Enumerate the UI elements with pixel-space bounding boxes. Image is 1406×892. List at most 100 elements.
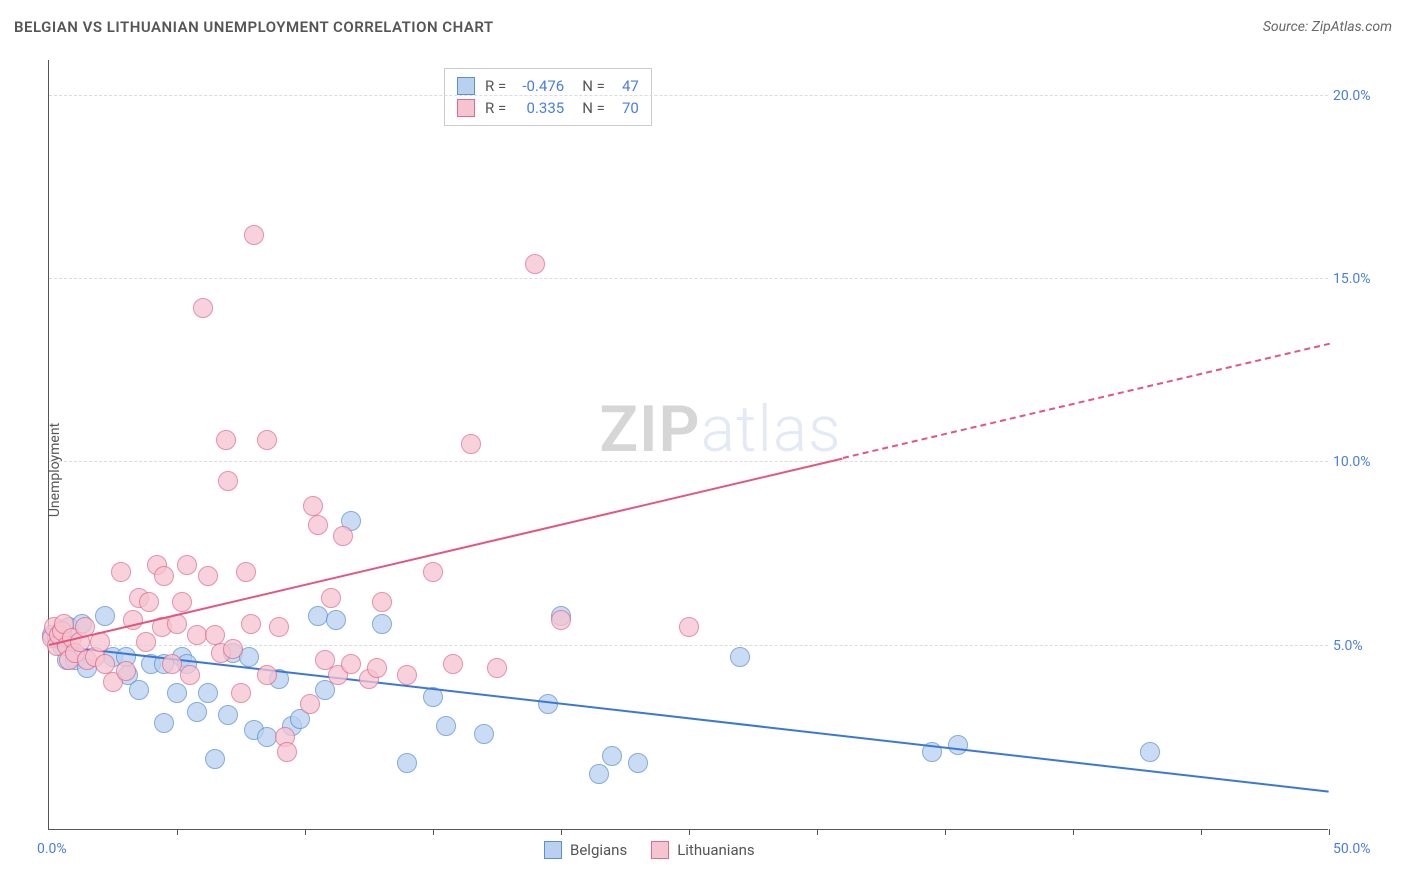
x-max-label: 50.0% bbox=[1333, 841, 1388, 857]
legend-label: Belgians bbox=[570, 841, 627, 859]
data-point bbox=[129, 680, 149, 700]
data-point bbox=[111, 562, 131, 582]
data-point bbox=[1140, 742, 1160, 762]
y-tick-label: 20.0% bbox=[1333, 88, 1388, 104]
y-tick-label: 5.0% bbox=[1333, 638, 1388, 654]
legend-item: Belgians bbox=[544, 841, 627, 859]
data-point bbox=[269, 617, 289, 637]
y-tick-label: 10.0% bbox=[1333, 454, 1388, 470]
legend-swatch bbox=[544, 841, 562, 859]
data-point bbox=[397, 753, 417, 773]
gridline bbox=[49, 95, 1328, 96]
data-point bbox=[187, 702, 207, 722]
data-point bbox=[628, 753, 648, 773]
x-tick bbox=[817, 829, 818, 835]
data-point bbox=[277, 742, 297, 762]
legend-swatch bbox=[457, 77, 475, 95]
stats-n-label: N = bbox=[582, 99, 605, 117]
data-point bbox=[300, 694, 320, 714]
x-tick bbox=[305, 829, 306, 835]
stats-legend-box: R = -0.476 N = 47 R = 0.335 N = 70 bbox=[444, 68, 652, 126]
legend-label: Lithuanians bbox=[677, 841, 754, 859]
trend-line bbox=[842, 343, 1329, 459]
data-point bbox=[308, 606, 328, 626]
stats-r-label: R = bbox=[485, 99, 506, 117]
x-tick bbox=[689, 829, 690, 835]
data-point bbox=[180, 665, 200, 685]
x-tick bbox=[1329, 829, 1330, 835]
x-tick bbox=[177, 829, 178, 835]
data-point bbox=[372, 614, 392, 634]
data-point bbox=[538, 694, 558, 714]
x-tick bbox=[1073, 829, 1074, 835]
data-point bbox=[308, 515, 328, 535]
data-point bbox=[257, 430, 277, 450]
data-point bbox=[551, 610, 571, 630]
legend-swatch bbox=[651, 841, 669, 859]
stats-row: R = 0.335 N = 70 bbox=[457, 97, 639, 119]
bottom-legend: Belgians Lithuanians bbox=[544, 841, 755, 859]
stats-r-label: R = bbox=[485, 77, 506, 95]
chart-container: Unemployment 0.0% 50.0% ZIPatlas R = -0.… bbox=[0, 48, 1406, 892]
data-point bbox=[95, 654, 115, 674]
data-point bbox=[461, 434, 481, 454]
data-point bbox=[205, 749, 225, 769]
chart-title: BELGIAN VS LITHUANIAN UNEMPLOYMENT CORRE… bbox=[14, 18, 494, 36]
data-point bbox=[95, 606, 115, 626]
data-point bbox=[193, 298, 213, 318]
x-tick bbox=[561, 829, 562, 835]
data-point bbox=[321, 588, 341, 608]
data-point bbox=[487, 658, 507, 678]
stats-n-value: 47 bbox=[615, 77, 639, 95]
watermark-zip: ZIP bbox=[599, 392, 700, 467]
data-point bbox=[326, 610, 346, 630]
data-point bbox=[162, 654, 182, 674]
stats-n-value: 70 bbox=[615, 99, 639, 117]
data-point bbox=[218, 705, 238, 725]
trend-line bbox=[49, 644, 1329, 793]
data-point bbox=[216, 430, 236, 450]
source-label: Source: ZipAtlas.com bbox=[1263, 19, 1392, 35]
data-point bbox=[257, 665, 277, 685]
data-point bbox=[525, 254, 545, 274]
gridline bbox=[49, 278, 1328, 279]
data-point bbox=[589, 764, 609, 784]
data-point bbox=[397, 665, 417, 685]
data-point bbox=[474, 724, 494, 744]
data-point bbox=[205, 625, 225, 645]
data-point bbox=[602, 746, 622, 766]
data-point bbox=[303, 496, 323, 516]
header: BELGIAN VS LITHUANIAN UNEMPLOYMENT CORRE… bbox=[14, 18, 1392, 36]
data-point bbox=[372, 592, 392, 612]
data-point bbox=[172, 592, 192, 612]
x-tick bbox=[1201, 829, 1202, 835]
data-point bbox=[116, 661, 136, 681]
legend-swatch bbox=[457, 99, 475, 117]
data-point bbox=[223, 639, 243, 659]
data-point bbox=[333, 526, 353, 546]
data-point bbox=[948, 735, 968, 755]
stats-r-value: -0.476 bbox=[516, 77, 564, 95]
data-point bbox=[198, 566, 218, 586]
data-point bbox=[341, 654, 361, 674]
x-tick bbox=[945, 829, 946, 835]
watermark-atlas: atlas bbox=[701, 392, 842, 467]
origin-label: 0.0% bbox=[37, 841, 67, 857]
data-point bbox=[167, 683, 187, 703]
data-point bbox=[367, 658, 387, 678]
data-point bbox=[154, 566, 174, 586]
data-point bbox=[177, 555, 197, 575]
data-point bbox=[198, 683, 218, 703]
x-tick bbox=[433, 829, 434, 835]
data-point bbox=[241, 614, 261, 634]
gridline bbox=[49, 461, 1328, 462]
data-point bbox=[139, 592, 159, 612]
trend-line bbox=[49, 457, 843, 645]
data-point bbox=[679, 617, 699, 637]
data-point bbox=[436, 716, 456, 736]
data-point bbox=[231, 683, 251, 703]
watermark: ZIPatlas bbox=[599, 392, 841, 467]
stats-r-value: 0.335 bbox=[516, 99, 564, 117]
data-point bbox=[236, 562, 256, 582]
data-point bbox=[244, 225, 264, 245]
